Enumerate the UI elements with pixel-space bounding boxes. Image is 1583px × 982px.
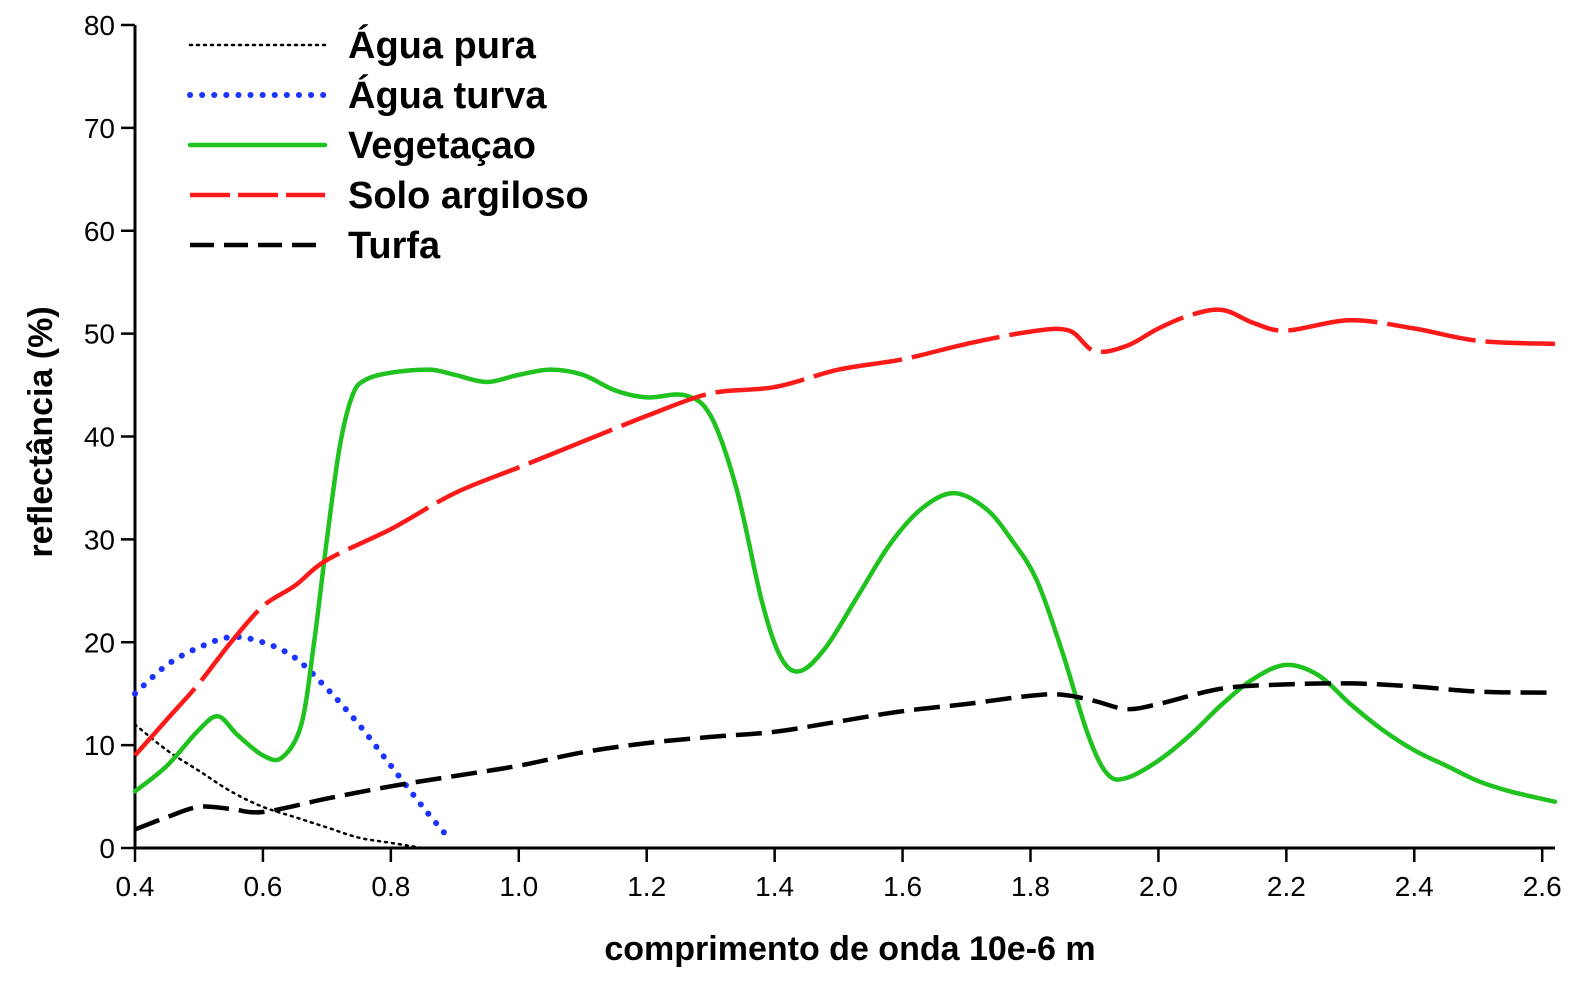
legend-label-solo-argiloso: Solo argiloso [348, 175, 589, 217]
y-tick-label: 20 [84, 627, 115, 658]
x-axis-title: comprimento de onda 10e-6 m [604, 930, 1095, 968]
x-tick-label: 1.0 [499, 871, 538, 902]
series-line-turfa [134, 681, 1556, 832]
legend-label-agua-turva: Água turva [348, 73, 547, 117]
x-tick-label: 0.6 [243, 871, 282, 902]
y-tick-label: 0 [99, 833, 115, 864]
y-tick-label: 50 [84, 319, 115, 350]
series-line-agua-pura [133, 723, 425, 850]
series-line-solo-argiloso [133, 307, 1556, 757]
series-layer [132, 307, 1558, 850]
x-tick-label: 0.8 [371, 871, 410, 902]
x-tick-label: 1.8 [1011, 871, 1050, 902]
legend-label-agua-pura: Água pura [348, 23, 537, 67]
legend-label-vegetacao: Vegetaçao [348, 125, 536, 167]
y-tick-label: 10 [84, 730, 115, 761]
x-tick-label: 1.2 [627, 871, 666, 902]
x-tick-label: 1.6 [883, 871, 922, 902]
y-tick-label: 70 [84, 113, 115, 144]
legend-label-turfa: Turfa [348, 225, 441, 267]
x-tick-label: 1.4 [755, 871, 794, 902]
y-tick-label: 60 [84, 216, 115, 247]
y-tick-label: 40 [84, 422, 115, 453]
y-tick-label: 30 [84, 524, 115, 555]
series-line-vegetacao [132, 367, 1558, 804]
axes: 0 10 20 30 40 50 60 70 80 0.4 0.6 0.8 1.0 1.2 1.4 1.6 1.… [84, 10, 1562, 902]
x-tick-label: 2.0 [1139, 871, 1178, 902]
y-axis-title: reflectância (%) [22, 306, 60, 557]
y-tick-label: 80 [84, 10, 115, 41]
legend: Água pura Água turva Vegetaçao Solo argilos… [187, 23, 589, 267]
x-tick-label: 0.4 [116, 871, 155, 902]
series-line-agua-turva [132, 633, 452, 841]
x-tick-label: 2.2 [1267, 871, 1306, 902]
x-tick-label: 2.4 [1395, 871, 1434, 902]
x-tick-label: 2.6 [1523, 871, 1562, 902]
